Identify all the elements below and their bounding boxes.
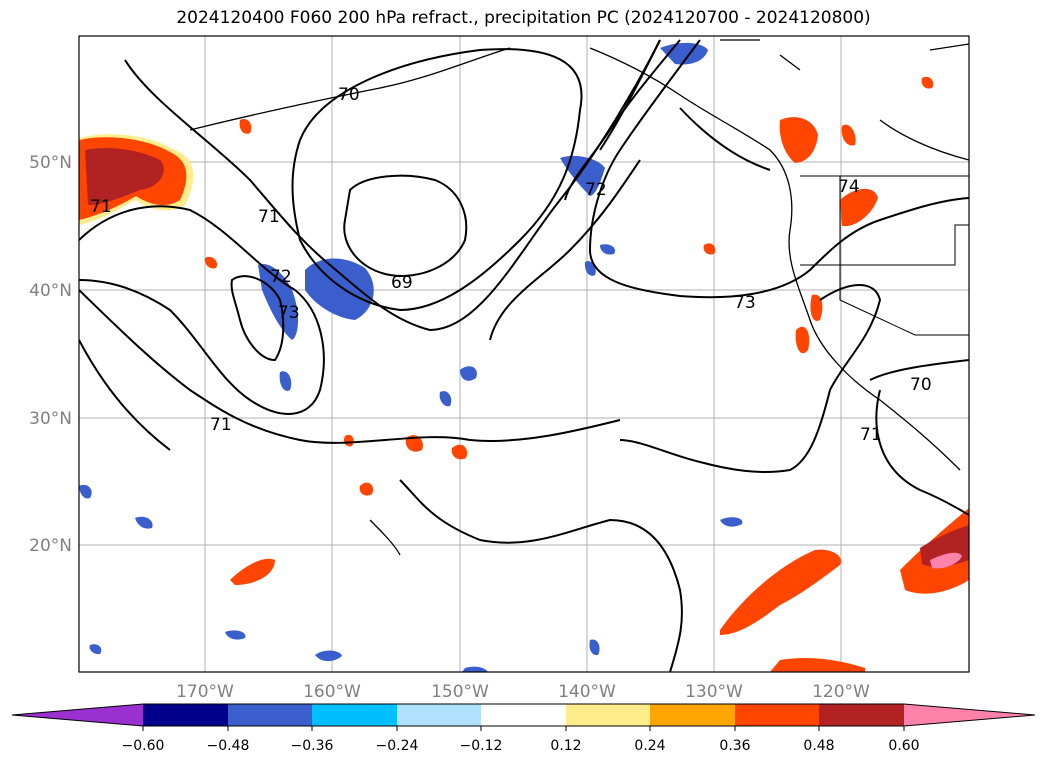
colorbar-bin: [312, 704, 397, 726]
colorbar-bin: [397, 704, 481, 726]
contour-labels: 69 70 71 71 71 71 72 72 73 73 74 70: [90, 85, 932, 445]
colorbar-bin: [481, 704, 566, 726]
lon-label-120w: 120°W: [812, 682, 870, 702]
colorbar-bin: [735, 704, 819, 726]
contour-label-71d: 71: [860, 425, 882, 445]
lon-label-130w: 130°W: [685, 682, 743, 702]
lat-label-30n: 30°N: [29, 409, 72, 429]
colorbar-tick-label: 0.60: [888, 738, 919, 754]
longitude-labels: 170°W 160°W 150°W 140°W 130°W 120°W: [176, 682, 870, 702]
lon-label-150w: 150°W: [431, 682, 489, 702]
lat-label-20n: 20°N: [29, 536, 72, 556]
contour-label-71a: 71: [258, 207, 280, 227]
lon-label-140w: 140°W: [558, 682, 616, 702]
colorbar-tick-label: 0.48: [803, 738, 834, 754]
colorbar-tick-label: −0.36: [291, 738, 334, 754]
plot-frame: [78, 35, 970, 673]
colorbar-bin: [650, 704, 735, 726]
contour-label-70b: 70: [910, 375, 932, 395]
colorbar-tick-label: 0.36: [719, 738, 750, 754]
lon-label-170w: 170°W: [176, 682, 234, 702]
lat-label-50n: 50°N: [29, 153, 72, 173]
colorbar-bin: [566, 704, 650, 726]
colorbar-bin: [819, 704, 904, 726]
refractivity-contours: [79, 39, 969, 672]
colorbar-bin: [228, 704, 312, 726]
borders: [800, 175, 969, 336]
colorbar-tick-label: −0.12: [460, 738, 503, 754]
contour-label-70: 70: [338, 85, 360, 105]
colorbar-tick-label: −0.60: [122, 738, 165, 754]
positive-anomaly-areas: [79, 76, 969, 672]
gridlines: [79, 36, 969, 672]
contour-label-69: 69: [391, 273, 413, 293]
contour-label-72b: 72: [585, 180, 607, 200]
colorbar-tick-label: 0.24: [634, 738, 665, 754]
contour-label-71b: 71: [90, 197, 112, 217]
plot-area: [79, 36, 969, 672]
negative-anomaly-areas: [79, 42, 743, 672]
lon-label-160w: 160°W: [303, 682, 361, 702]
colorbar-tick-label: −0.24: [376, 738, 419, 754]
coastlines: [189, 39, 969, 556]
map-title: 2024120400 F060 200 hPa refract., precip…: [176, 8, 871, 28]
latitude-labels: 50°N 40°N 30°N 20°N: [29, 153, 72, 556]
colorbar-tick-label: 0.12: [550, 738, 581, 754]
contour-label-71c: 71: [210, 415, 232, 435]
colorbar-extend-min: [12, 704, 143, 726]
lat-label-40n: 40°N: [29, 281, 72, 301]
contour-label-73b: 73: [278, 303, 300, 323]
contour-label-74: 74: [838, 177, 860, 197]
contour-label-73a: 73: [734, 293, 756, 313]
colorbar-extend-max: [904, 704, 1035, 726]
colorbar-tick-label: −0.48: [207, 738, 250, 754]
contour-label-72a: 72: [270, 267, 292, 287]
colorbar: −0.60 −0.48 −0.36 −0.24 −0.12 0.12 0.24 …: [11, 703, 1036, 754]
colorbar-bin: [143, 704, 228, 726]
